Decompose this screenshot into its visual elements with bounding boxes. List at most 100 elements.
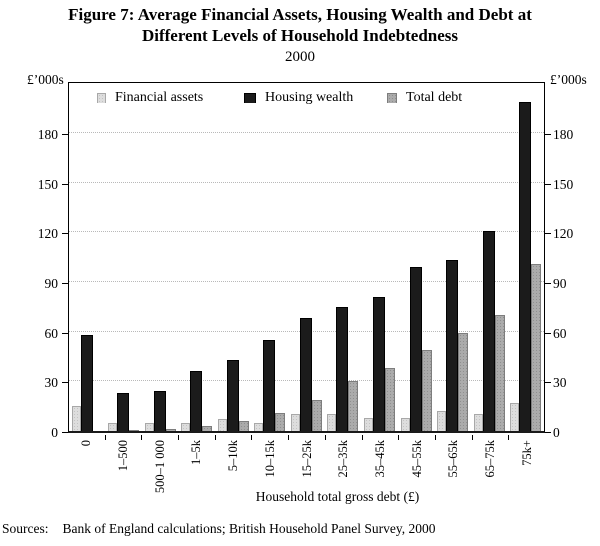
y-tick-label-left-60: 60 xyxy=(44,325,59,341)
y-tick-label-left-180: 180 xyxy=(37,126,58,142)
x-tick-mark-9 xyxy=(398,435,399,440)
y-tick-label-left-120: 120 xyxy=(37,226,58,242)
bar-total-debt xyxy=(385,368,396,431)
bar-total-debt xyxy=(129,430,140,431)
bar-group-4 xyxy=(215,83,252,431)
y-axis-unit-left: £’000s xyxy=(27,72,64,87)
y-tick-mark-right-150 xyxy=(545,183,551,185)
legend-label: Total debt xyxy=(406,90,463,105)
y-tick-mark-right-60 xyxy=(545,332,551,334)
bar-total-debt xyxy=(348,381,359,431)
x-axis-category-label-text: 1–5k xyxy=(189,440,204,465)
bars-layer xyxy=(69,83,544,431)
bar-housing-wealth xyxy=(299,318,312,431)
x-tick-mark-8 xyxy=(362,435,363,440)
legend-item-financial-assets: Financial assets xyxy=(97,90,203,105)
y-tick-label-left-150: 150 xyxy=(37,176,58,192)
y-tick-label-right-180: 180 xyxy=(553,126,574,142)
y-tick-mark-left-180 xyxy=(62,133,68,135)
y-tick-mark-left-0 xyxy=(62,432,68,433)
y-tick-mark-right-120 xyxy=(545,233,551,235)
x-axis-category-label-text: 35–45k xyxy=(372,440,387,478)
x-axis-category-label-text: 1–500 xyxy=(116,440,131,472)
bar-group-12 xyxy=(507,83,544,431)
y-tick-mark-right-30 xyxy=(545,382,551,384)
bar-group-8 xyxy=(361,83,398,431)
bar-housing-wealth xyxy=(263,340,276,431)
legend: Financial assets Housing wealth Total debt xyxy=(69,90,544,107)
x-tick-mark-12 xyxy=(508,435,509,440)
x-axis-category-label-text: 0 xyxy=(79,440,94,447)
bar-group-2 xyxy=(142,83,179,431)
bar-housing-wealth xyxy=(336,307,349,431)
gridline-180 xyxy=(69,131,544,133)
plot-area: Financial assets Housing wealth Total debt xyxy=(68,82,545,433)
bar-financial-assets xyxy=(473,414,483,431)
y-tick-label-left-30: 30 xyxy=(44,375,59,391)
bar-total-debt xyxy=(202,426,213,431)
bar-housing-wealth xyxy=(446,260,459,431)
x-axis-category-label-text: 45–55k xyxy=(409,440,424,478)
figure-title-line-2: Different Levels of Household Indebtedne… xyxy=(141,26,459,45)
y-tick-label-right-0: 0 xyxy=(553,425,560,440)
x-axis-category-label-text: 25–35k xyxy=(336,440,351,478)
x-axis-category-label-text: 55–65k xyxy=(446,440,461,478)
bar-total-debt xyxy=(311,400,322,431)
x-tick-mark-5 xyxy=(251,435,252,440)
bar-group-10 xyxy=(434,83,471,431)
x-axis-category-label-text: 10–15k xyxy=(262,440,277,478)
y-tick-mark-left-60 xyxy=(62,332,68,334)
bar-total-debt xyxy=(421,350,432,431)
bar-financial-assets xyxy=(254,423,264,431)
bar-financial-assets xyxy=(437,411,447,431)
bar-housing-wealth xyxy=(373,297,386,431)
x-axis-category-label: 0 xyxy=(76,440,96,512)
y-tick-mark-left-30 xyxy=(62,382,68,384)
x-axis-category-label-text: 65–75k xyxy=(482,440,497,478)
bar-group-5 xyxy=(252,83,289,431)
sources-text: Bank of England calculations; British Ho… xyxy=(62,521,436,536)
y-axis-unit-right: £’000s xyxy=(550,72,587,87)
x-tick-mark-2 xyxy=(141,435,142,440)
y-tick-mark-right-0 xyxy=(545,432,551,433)
legend-label: Housing wealth xyxy=(265,90,354,105)
bar-financial-assets xyxy=(327,414,337,431)
sources-label: Sources: xyxy=(2,521,49,536)
x-axis-category-label-text: 5–10k xyxy=(226,440,241,472)
x-tick-mark-3 xyxy=(178,435,179,440)
bar-housing-wealth xyxy=(482,231,495,431)
y-tick-label-left-90: 90 xyxy=(44,275,59,291)
x-tick-mark-11 xyxy=(472,435,473,440)
x-axis-title: Household total gross debt (£) xyxy=(255,489,420,504)
y-tick-label-right-30: 30 xyxy=(553,375,567,391)
figure-title-block: Figure 7: Average Financial Assets, Hous… xyxy=(0,4,600,67)
y-tick-label-left-0: 0 xyxy=(51,425,58,440)
bar-total-debt xyxy=(165,429,176,431)
bar-total-debt xyxy=(494,315,505,431)
bar-housing-wealth xyxy=(226,360,239,431)
x-axis-category-label-text: 500–1 000 xyxy=(152,440,167,494)
bar-group-3 xyxy=(179,83,216,431)
bar-financial-assets xyxy=(108,423,118,431)
bar-group-7 xyxy=(325,83,362,431)
x-tick-mark-4 xyxy=(215,435,216,440)
x-axis-category-label-text: 15–25k xyxy=(299,440,314,478)
bar-total-debt xyxy=(238,421,249,431)
figure-subtitle-year: 2000 xyxy=(285,49,315,65)
y-tick-label-right-60: 60 xyxy=(553,325,567,341)
bar-group-1 xyxy=(106,83,143,431)
y-tick-label-right-120: 120 xyxy=(553,226,574,242)
bar-housing-wealth xyxy=(117,393,130,431)
x-tick-mark-10 xyxy=(435,435,436,440)
legend-swatch-icon xyxy=(97,93,106,103)
bar-financial-assets xyxy=(144,423,154,431)
x-tick-mark-6 xyxy=(288,435,289,440)
y-tick-mark-right-90 xyxy=(545,282,551,284)
x-tick-mark-1 xyxy=(105,435,106,440)
bar-financial-assets xyxy=(510,403,520,431)
bar-housing-wealth xyxy=(190,371,203,431)
bar-financial-assets xyxy=(217,419,227,431)
bar-financial-assets xyxy=(71,406,81,431)
bar-housing-wealth xyxy=(153,391,166,431)
